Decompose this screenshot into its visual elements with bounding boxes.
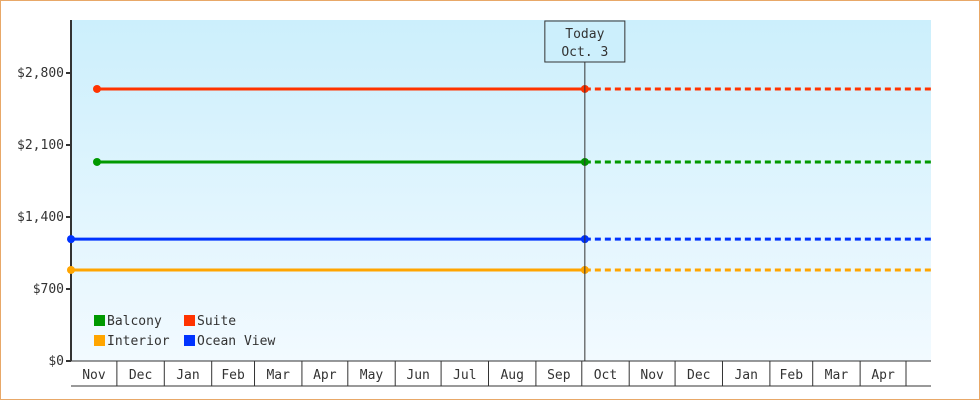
x-tick-label: Jun <box>406 368 429 383</box>
legend-label: Interior <box>107 334 170 349</box>
legend-swatch <box>94 335 105 346</box>
y-tick-label: $2,100 <box>17 138 64 153</box>
x-tick-label: Jan <box>176 368 199 383</box>
x-tick-label: Dec <box>687 368 710 383</box>
y-tick-label: $0 <box>48 354 64 369</box>
x-tick-label: Oct <box>594 368 617 383</box>
series-start-point <box>67 235 75 244</box>
legend-swatch <box>184 315 195 326</box>
series-start-point <box>67 265 75 274</box>
plot-area <box>71 20 931 361</box>
today-date: Oct. 3 <box>561 45 608 60</box>
legend-swatch <box>184 335 195 346</box>
x-tick-label: Sep <box>547 368 571 383</box>
today-label: Today <box>565 27 604 42</box>
x-tick-label: Jul <box>453 368 476 383</box>
legend-label: Suite <box>197 314 236 329</box>
x-tick-label: Mar <box>825 368 849 383</box>
x-tick-label: Feb <box>780 368 804 383</box>
x-tick-label: Aug <box>500 368 523 383</box>
y-tick-label: $700 <box>33 282 64 297</box>
x-tick-label: Apr <box>871 368 895 383</box>
legend-label: Ocean View <box>197 334 275 349</box>
x-tick-label: Dec <box>129 368 152 383</box>
x-tick-label: Apr <box>313 368 337 383</box>
legend-swatch <box>94 315 105 326</box>
x-tick-label: Nov <box>82 368 106 383</box>
x-tick-label: Feb <box>221 368 245 383</box>
x-tick-label: Mar <box>266 368 290 383</box>
series-start-point <box>92 157 101 166</box>
series-start-point <box>92 84 101 93</box>
x-tick-label: May <box>360 368 384 383</box>
today-label-box <box>544 20 626 63</box>
legend-label: Balcony <box>107 314 162 329</box>
x-tick-label: Jan <box>734 368 757 383</box>
x-tick-label: Nov <box>640 368 664 383</box>
y-tick-label: $2,800 <box>17 66 64 81</box>
y-tick-label: $1,400 <box>17 210 64 225</box>
